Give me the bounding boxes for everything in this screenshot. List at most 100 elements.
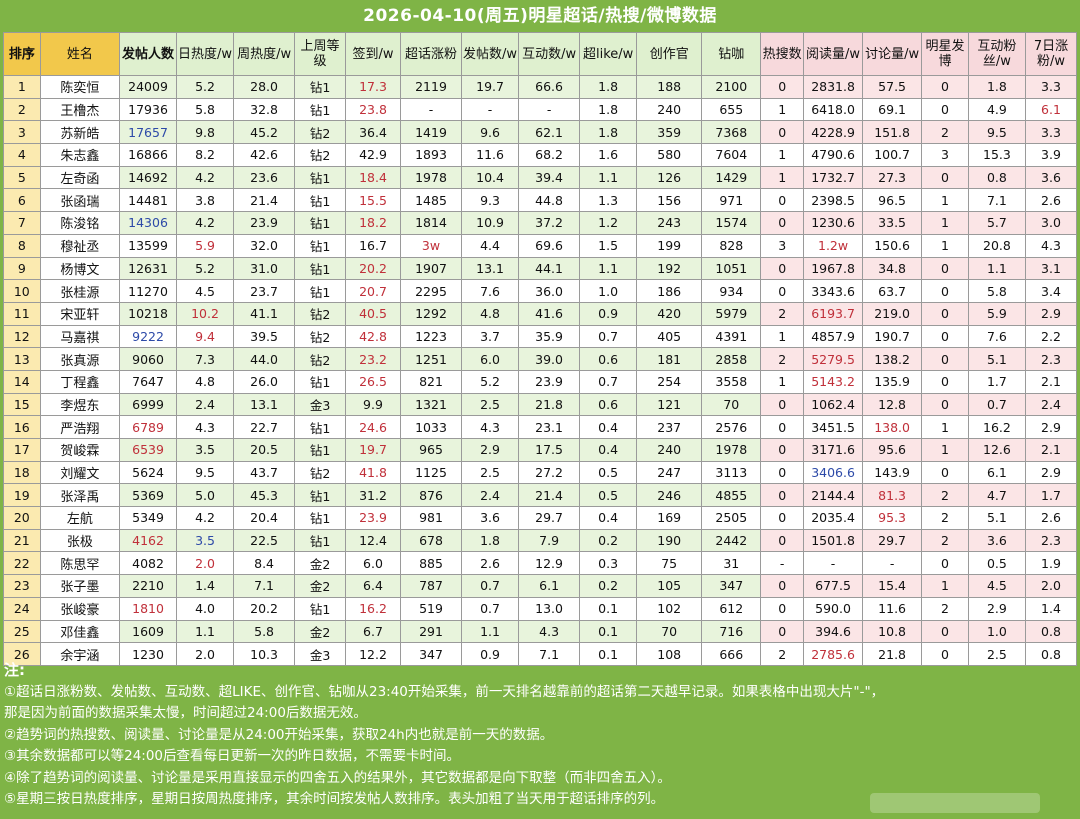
table-cell: 3558 [701, 369, 762, 394]
table-cell: 钻1 [294, 97, 346, 122]
table-cell: 2.0 [176, 642, 235, 666]
table-cell: 1.1 [579, 256, 638, 281]
table-cell: 7.1 [233, 574, 296, 598]
table-cell: 31 [701, 551, 762, 576]
table-cell: 5.8 [176, 97, 235, 122]
table-row: 26 余宇涵 1230 2.0 10.3 金3 12.2 347 0.9 7.1 0.1 108 666… [3, 642, 1078, 666]
column-header: 明星发博 [921, 32, 969, 76]
table-cell: 0 [760, 415, 805, 439]
table-cell: 钻1 [294, 596, 346, 621]
table-cell: 0.5 [967, 551, 1026, 576]
table-cell: 347 [399, 642, 463, 666]
table-cell: 5.2 [176, 256, 235, 281]
table-cell: 1321 [399, 392, 463, 417]
table-cell: 10.9 [461, 211, 520, 235]
table-cell: 0 [921, 301, 969, 326]
name-cell: 左奇函 [39, 165, 121, 190]
table-cell: 1609 [119, 619, 178, 644]
table-cell: 11.6 [862, 596, 923, 621]
table-cell: 18 [3, 460, 41, 485]
table-cell: 10 [3, 279, 41, 303]
table-cell: 17.5 [518, 438, 581, 462]
table-cell: 20.2 [345, 256, 401, 281]
table-cell: 62.1 [518, 120, 581, 145]
table-cell: 6.0 [461, 347, 520, 371]
table-cell: 4391 [701, 324, 762, 349]
table-cell: 24.6 [345, 415, 401, 439]
table-cell: 10.4 [461, 165, 520, 190]
table-cell: 0 [921, 369, 969, 394]
table-cell: 41.8 [345, 460, 401, 485]
table-cell: 8.2 [176, 143, 235, 167]
table-cell: 钻2 [294, 301, 346, 326]
table-cell: 1230.6 [803, 211, 864, 235]
table-cell: 0 [921, 460, 969, 485]
table-cell: 2119 [399, 75, 463, 99]
table-cell: 34.8 [862, 256, 923, 281]
table-cell: 17936 [119, 97, 178, 122]
table-cell: 41.1 [233, 301, 296, 326]
table-cell: 2.5 [461, 460, 520, 485]
table-cell: 7.9 [518, 528, 581, 553]
table-cell: 9.8 [176, 120, 235, 145]
table-cell: 2831.8 [803, 75, 864, 99]
table-cell: 2.0 [176, 551, 235, 576]
column-header: 签到/w [345, 32, 401, 76]
table-cell: 0 [921, 642, 969, 666]
column-header: 上周等级 [294, 32, 346, 76]
table-cell: 18.2 [345, 211, 401, 235]
table-cell: 钻2 [294, 143, 346, 167]
name-cell: 张桂源 [39, 279, 121, 303]
table-cell: 7647 [119, 369, 178, 394]
table-cell: 2.5 [967, 642, 1026, 666]
name-cell: 苏新皓 [39, 120, 121, 145]
table-cell: 5.8 [967, 279, 1026, 303]
table-cell: 4162 [119, 528, 178, 553]
table-cell: 0.3 [579, 551, 638, 576]
table-cell: 0 [760, 483, 805, 508]
table-cell: 0.7 [461, 574, 520, 598]
table-cell: 612 [701, 596, 762, 621]
table-cell: 8.4 [233, 551, 296, 576]
table-cell: 1.7 [1024, 483, 1078, 508]
table-cell: 1 [760, 324, 805, 349]
table-cell: 23.7 [233, 279, 296, 303]
table-cell: 7.3 [176, 347, 235, 371]
table-cell: 19 [3, 483, 41, 508]
table-cell: 13599 [119, 233, 178, 258]
data-table: 排序 姓名 发帖人数 日热度/w 周热度/w 上周等级 签到/w 超话涨粉 发帖数/w 互动数/w… [3, 32, 1078, 666]
table-cell: 2505 [701, 506, 762, 530]
table-cell: 21.4 [518, 483, 581, 508]
table-cell: 81.3 [862, 483, 923, 508]
table-cell: 143.9 [862, 460, 923, 485]
table-cell: 45.3 [233, 483, 296, 508]
table-cell: 5624 [119, 460, 178, 485]
table-cell: 1.8 [579, 75, 638, 99]
table-cell: 240 [636, 438, 703, 462]
table-cell: 3 [921, 143, 969, 167]
table-cell: 100.7 [862, 143, 923, 167]
table-cell: 0.4 [579, 415, 638, 439]
table-cell: 12.8 [862, 392, 923, 417]
table-cell: 885 [399, 551, 463, 576]
table-cell: - [518, 97, 581, 122]
table-row: 16 严浩翔 6789 4.3 22.7 钻1 24.6 1033 4.3 23.1 0.4 237 2… [3, 415, 1078, 439]
table-cell: 1051 [701, 256, 762, 281]
table-cell: 6193.7 [803, 301, 864, 326]
table-row: 14 丁程鑫 7647 4.8 26.0 钻1 26.5 821 5.2 23.9 0.7 254 35… [3, 369, 1078, 394]
table-cell: 7.6 [967, 324, 1026, 349]
table-cell: 3406.6 [803, 460, 864, 485]
table-cell: 2.3 [1024, 528, 1078, 553]
table-cell: 1.1 [176, 619, 235, 644]
table-cell: 钻1 [294, 279, 346, 303]
table-cell: 0 [921, 256, 969, 281]
notes-heading: 注: [4, 661, 25, 679]
table-cell: 23.8 [345, 97, 401, 122]
table-cell: 1 [760, 165, 805, 190]
table-cell: 13.0 [518, 596, 581, 621]
table-cell: 10.8 [862, 619, 923, 644]
table-cell: 75 [636, 551, 703, 576]
table-cell: 2.9 [461, 438, 520, 462]
table-cell: 6.7 [345, 619, 401, 644]
table-cell: 4.3 [461, 415, 520, 439]
